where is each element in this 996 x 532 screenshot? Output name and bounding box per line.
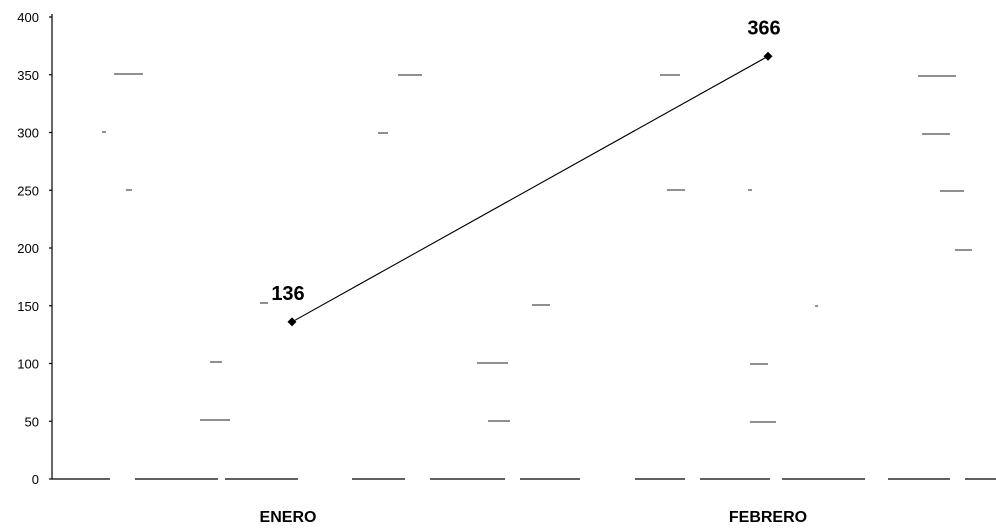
data-label: 366 bbox=[747, 17, 780, 39]
x-axis-labels: ENERO FEBRERO bbox=[260, 509, 808, 526]
y-tick-label: 400 bbox=[17, 10, 39, 25]
data-point-marker bbox=[763, 51, 773, 61]
scan-artifacts bbox=[102, 73, 972, 423]
y-tick-label: 100 bbox=[17, 357, 39, 372]
x-category-label: ENERO bbox=[260, 509, 317, 526]
y-tick-label: 250 bbox=[17, 183, 39, 198]
data-point-marker bbox=[287, 317, 297, 327]
y-tick-label: 0 bbox=[32, 472, 39, 487]
y-tick-label: 50 bbox=[25, 414, 39, 429]
y-tick-label: 350 bbox=[17, 68, 39, 83]
data-label: 136 bbox=[271, 283, 304, 305]
series-group: 136 366 bbox=[271, 17, 781, 327]
x-category-label: FEBRERO bbox=[729, 509, 807, 526]
y-tick-label: 300 bbox=[17, 126, 39, 141]
series-line bbox=[291, 55, 769, 323]
y-axis-ticks: 0 50 100 150 200 250 300 350 400 bbox=[17, 10, 52, 487]
y-tick-label: 150 bbox=[17, 299, 39, 314]
y-tick-label: 200 bbox=[17, 241, 39, 256]
